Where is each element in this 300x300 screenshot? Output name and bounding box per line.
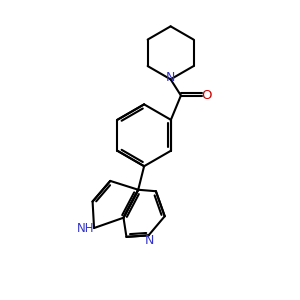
Text: N: N [166,71,175,84]
Text: NH: NH [77,221,94,235]
Text: O: O [202,89,212,102]
Text: N: N [144,234,154,247]
